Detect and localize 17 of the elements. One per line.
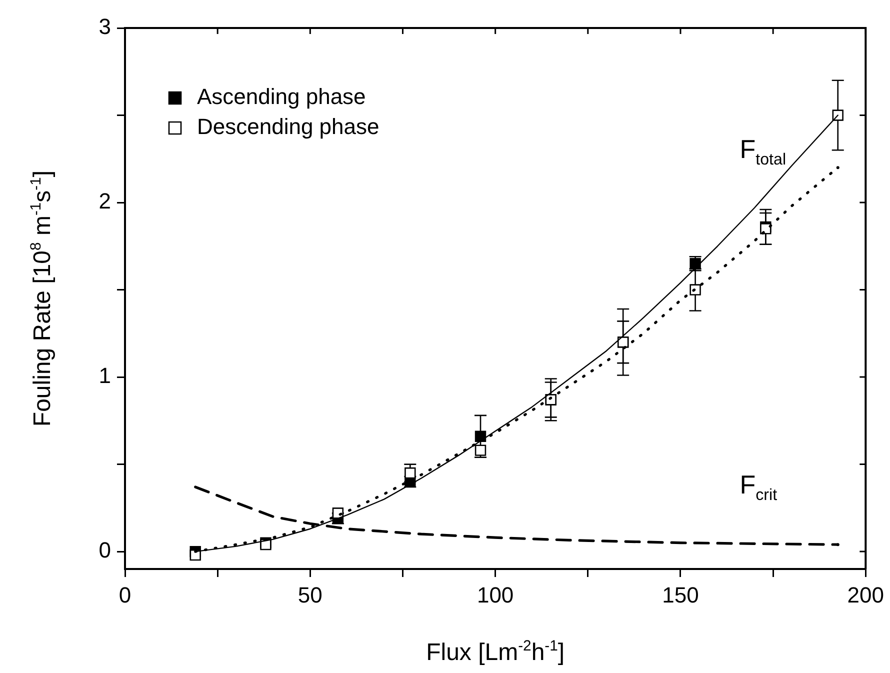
point (836, 543, 840, 546)
point (474, 444, 486, 456)
point (690, 284, 701, 296)
point (836, 166, 840, 170)
x-tick-label: 0 (118, 582, 132, 608)
point (832, 110, 844, 121)
y-tick-label: 3 (98, 14, 111, 40)
x-tick-label: 100 (476, 582, 514, 608)
x-tick-label: 50 (298, 582, 322, 608)
y-tick-label: 2 (98, 188, 111, 214)
legend-label: Descending phase (197, 114, 380, 140)
y-axis-title: Fouling Rate [108 m-1s-1] (28, 170, 56, 427)
legend-label: Ascending phase (197, 84, 366, 110)
y-tick-label: 1 (98, 363, 111, 388)
x-tick-label: 200 (847, 582, 884, 608)
x-tick-label: 150 (662, 582, 699, 608)
y-tick-label: 0 (98, 538, 111, 563)
